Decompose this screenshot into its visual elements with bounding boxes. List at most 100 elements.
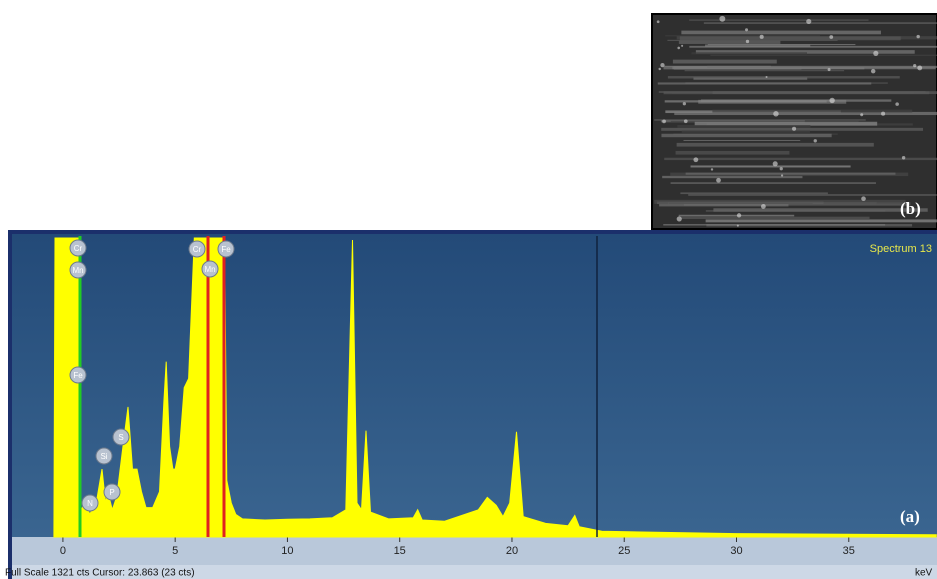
- streak: [664, 157, 937, 161]
- speck: [779, 167, 783, 171]
- element-bubble: [188, 240, 206, 258]
- speck: [719, 15, 726, 22]
- panel-label: (b): [900, 199, 921, 218]
- streak: [679, 36, 901, 41]
- status-text: Full Scale 1321 cts Cursor: 23.863 (23 c…: [5, 568, 195, 579]
- streak: [684, 70, 845, 72]
- streak: [681, 30, 881, 35]
- element-bubble: [112, 428, 130, 446]
- streak: [689, 45, 937, 48]
- speck: [829, 97, 835, 104]
- spectrum-area: [53, 237, 937, 538]
- streak: [695, 50, 915, 54]
- speck: [745, 28, 749, 32]
- streak: [667, 39, 838, 41]
- speck: [662, 119, 666, 124]
- streak: [665, 35, 820, 37]
- streak: [661, 133, 832, 138]
- streak: [705, 219, 937, 223]
- speck: [901, 156, 906, 160]
- speck: [772, 161, 778, 167]
- speck: [870, 68, 876, 74]
- speck: [861, 196, 866, 202]
- speck: [913, 63, 917, 68]
- element-label: Si: [100, 452, 107, 461]
- streak: [663, 224, 886, 226]
- streak: [670, 182, 876, 184]
- x-tick-label: 20: [506, 545, 518, 557]
- x-tick-label: 30: [730, 545, 742, 557]
- element-bubble: [217, 240, 235, 258]
- streak: [675, 150, 790, 155]
- x-tick-label: 5: [172, 545, 178, 557]
- streak: [691, 52, 807, 55]
- element-label: Fe: [73, 371, 83, 380]
- element-bubble: [201, 260, 219, 278]
- speck: [681, 44, 684, 47]
- speck: [773, 111, 779, 117]
- speck: [813, 139, 817, 143]
- streak: [680, 192, 828, 195]
- sem-texture: [654, 15, 937, 227]
- x-tick-label: 10: [281, 545, 293, 557]
- element-label: P: [109, 488, 114, 497]
- element-bubble: [69, 261, 87, 279]
- x-tick-label: 25: [618, 545, 630, 557]
- x-tick-label: 15: [394, 545, 406, 557]
- element-label: Fe: [221, 245, 231, 254]
- streak: [712, 91, 937, 95]
- speck: [806, 18, 812, 25]
- x-tick-label: 35: [843, 545, 855, 557]
- element-label: Cr: [193, 245, 202, 254]
- speck: [683, 119, 688, 124]
- streak: [694, 121, 878, 126]
- streak: [690, 165, 851, 168]
- speck: [658, 67, 661, 71]
- speck: [873, 50, 879, 56]
- streak: [688, 194, 937, 196]
- element-label: Cr: [74, 244, 83, 253]
- streak: [689, 19, 869, 21]
- speck: [761, 204, 766, 209]
- streak: [678, 40, 781, 44]
- speck: [745, 39, 750, 44]
- element-bubble: [69, 366, 87, 384]
- speck: [780, 174, 784, 177]
- plot-area: [12, 234, 937, 537]
- x-tick-label: 0: [60, 545, 66, 557]
- streak: [705, 210, 886, 212]
- speck: [759, 34, 764, 39]
- streak: [657, 82, 872, 85]
- streak: [713, 208, 928, 212]
- speck: [676, 216, 682, 222]
- element-bubble: [81, 494, 99, 512]
- speck: [792, 126, 797, 131]
- streak: [683, 202, 911, 206]
- streak: [703, 22, 937, 24]
- element-label: Mn: [204, 265, 215, 274]
- speck: [765, 76, 768, 79]
- streak: [674, 111, 937, 116]
- element-label: S: [118, 433, 123, 442]
- speck: [916, 34, 920, 39]
- streak: [705, 44, 811, 48]
- speck: [827, 68, 831, 72]
- element-bubble: [103, 483, 121, 501]
- streak: [670, 120, 859, 122]
- speck: [917, 65, 923, 71]
- streak: [712, 109, 913, 113]
- streak: [654, 119, 866, 121]
- plot: 0 5 10 15 20 25 30 35 Cr Mn Fe Si S P N Cr Fe Mn: [53, 236, 937, 557]
- speck: [736, 213, 742, 218]
- element-bubble: [95, 447, 113, 465]
- panel-label: (a): [900, 507, 920, 526]
- streak: [683, 139, 801, 141]
- element-label: N: [87, 499, 93, 508]
- spectrum-label: Spectrum 13: [870, 243, 932, 255]
- x-axis-strip: [12, 537, 937, 565]
- streak: [710, 54, 937, 57]
- speck: [682, 102, 686, 106]
- streak: [659, 203, 789, 207]
- streak: [707, 65, 937, 68]
